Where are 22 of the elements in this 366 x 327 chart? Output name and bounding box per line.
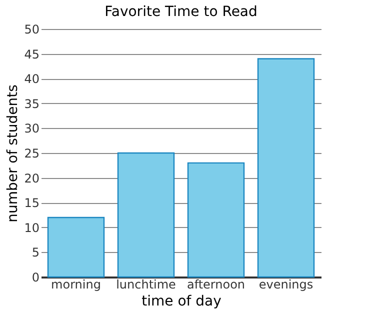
y-axis-title: number of students (5, 84, 22, 222)
chart-title: Favorite Time to Read (104, 4, 258, 20)
y-tick-label: 10 (24, 220, 40, 235)
x-tick-label: evenings (258, 278, 314, 292)
bar (117, 152, 175, 278)
y-tick-label: 40 (24, 72, 40, 86)
y-tick-label: 20 (24, 171, 40, 186)
x-tick-label: afternoon (186, 278, 246, 292)
y-tick-label: 50 (24, 22, 40, 36)
y-tick-label: 30 (24, 122, 40, 136)
x-axis-title: time of day (142, 294, 222, 310)
y-tick-label: 15 (24, 196, 40, 210)
bar (47, 216, 105, 278)
x-tick-label: morning (51, 278, 101, 292)
bar (257, 58, 315, 278)
y-tick-label: 35 (24, 96, 40, 111)
y-tick-label: 5 (32, 246, 40, 260)
x-tick-label: lunchtime (116, 278, 176, 292)
y-tick-label: 45 (24, 47, 40, 62)
bar (187, 162, 245, 278)
y-tick-label: 25 (24, 146, 40, 160)
y-tick-label: 0 (32, 270, 40, 284)
